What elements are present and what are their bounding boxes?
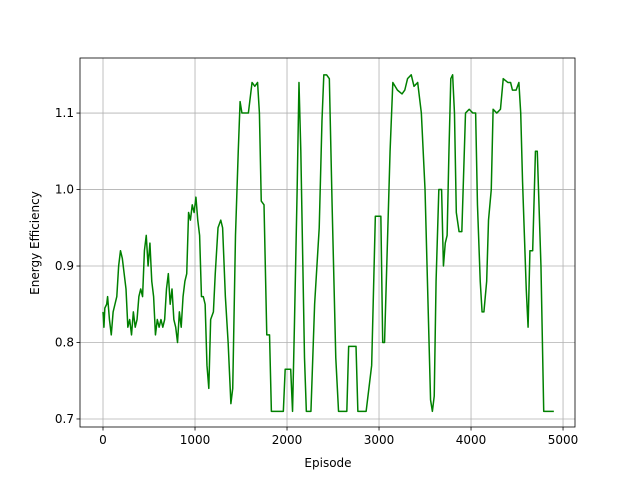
y-axis-label: Energy Efficiency bbox=[28, 191, 42, 295]
x-tick-label: 4000 bbox=[456, 433, 487, 447]
x-tick-label: 1000 bbox=[180, 433, 211, 447]
y-tick-label: 1.1 bbox=[55, 106, 74, 120]
x-tick-label: 2000 bbox=[272, 433, 303, 447]
x-tick-label: 3000 bbox=[364, 433, 395, 447]
y-tick-label: 0.9 bbox=[55, 259, 74, 273]
y-tick-label: 1.0 bbox=[55, 183, 74, 197]
data-line bbox=[102, 74, 554, 413]
y-tick-label: 0.8 bbox=[55, 335, 74, 349]
x-tick-label: 5000 bbox=[548, 433, 579, 447]
axes-frame bbox=[79, 57, 576, 428]
y-tick-label: 0.7 bbox=[55, 412, 74, 426]
x-axis-label: Episode bbox=[304, 456, 351, 470]
x-tick-label: 0 bbox=[99, 433, 107, 447]
